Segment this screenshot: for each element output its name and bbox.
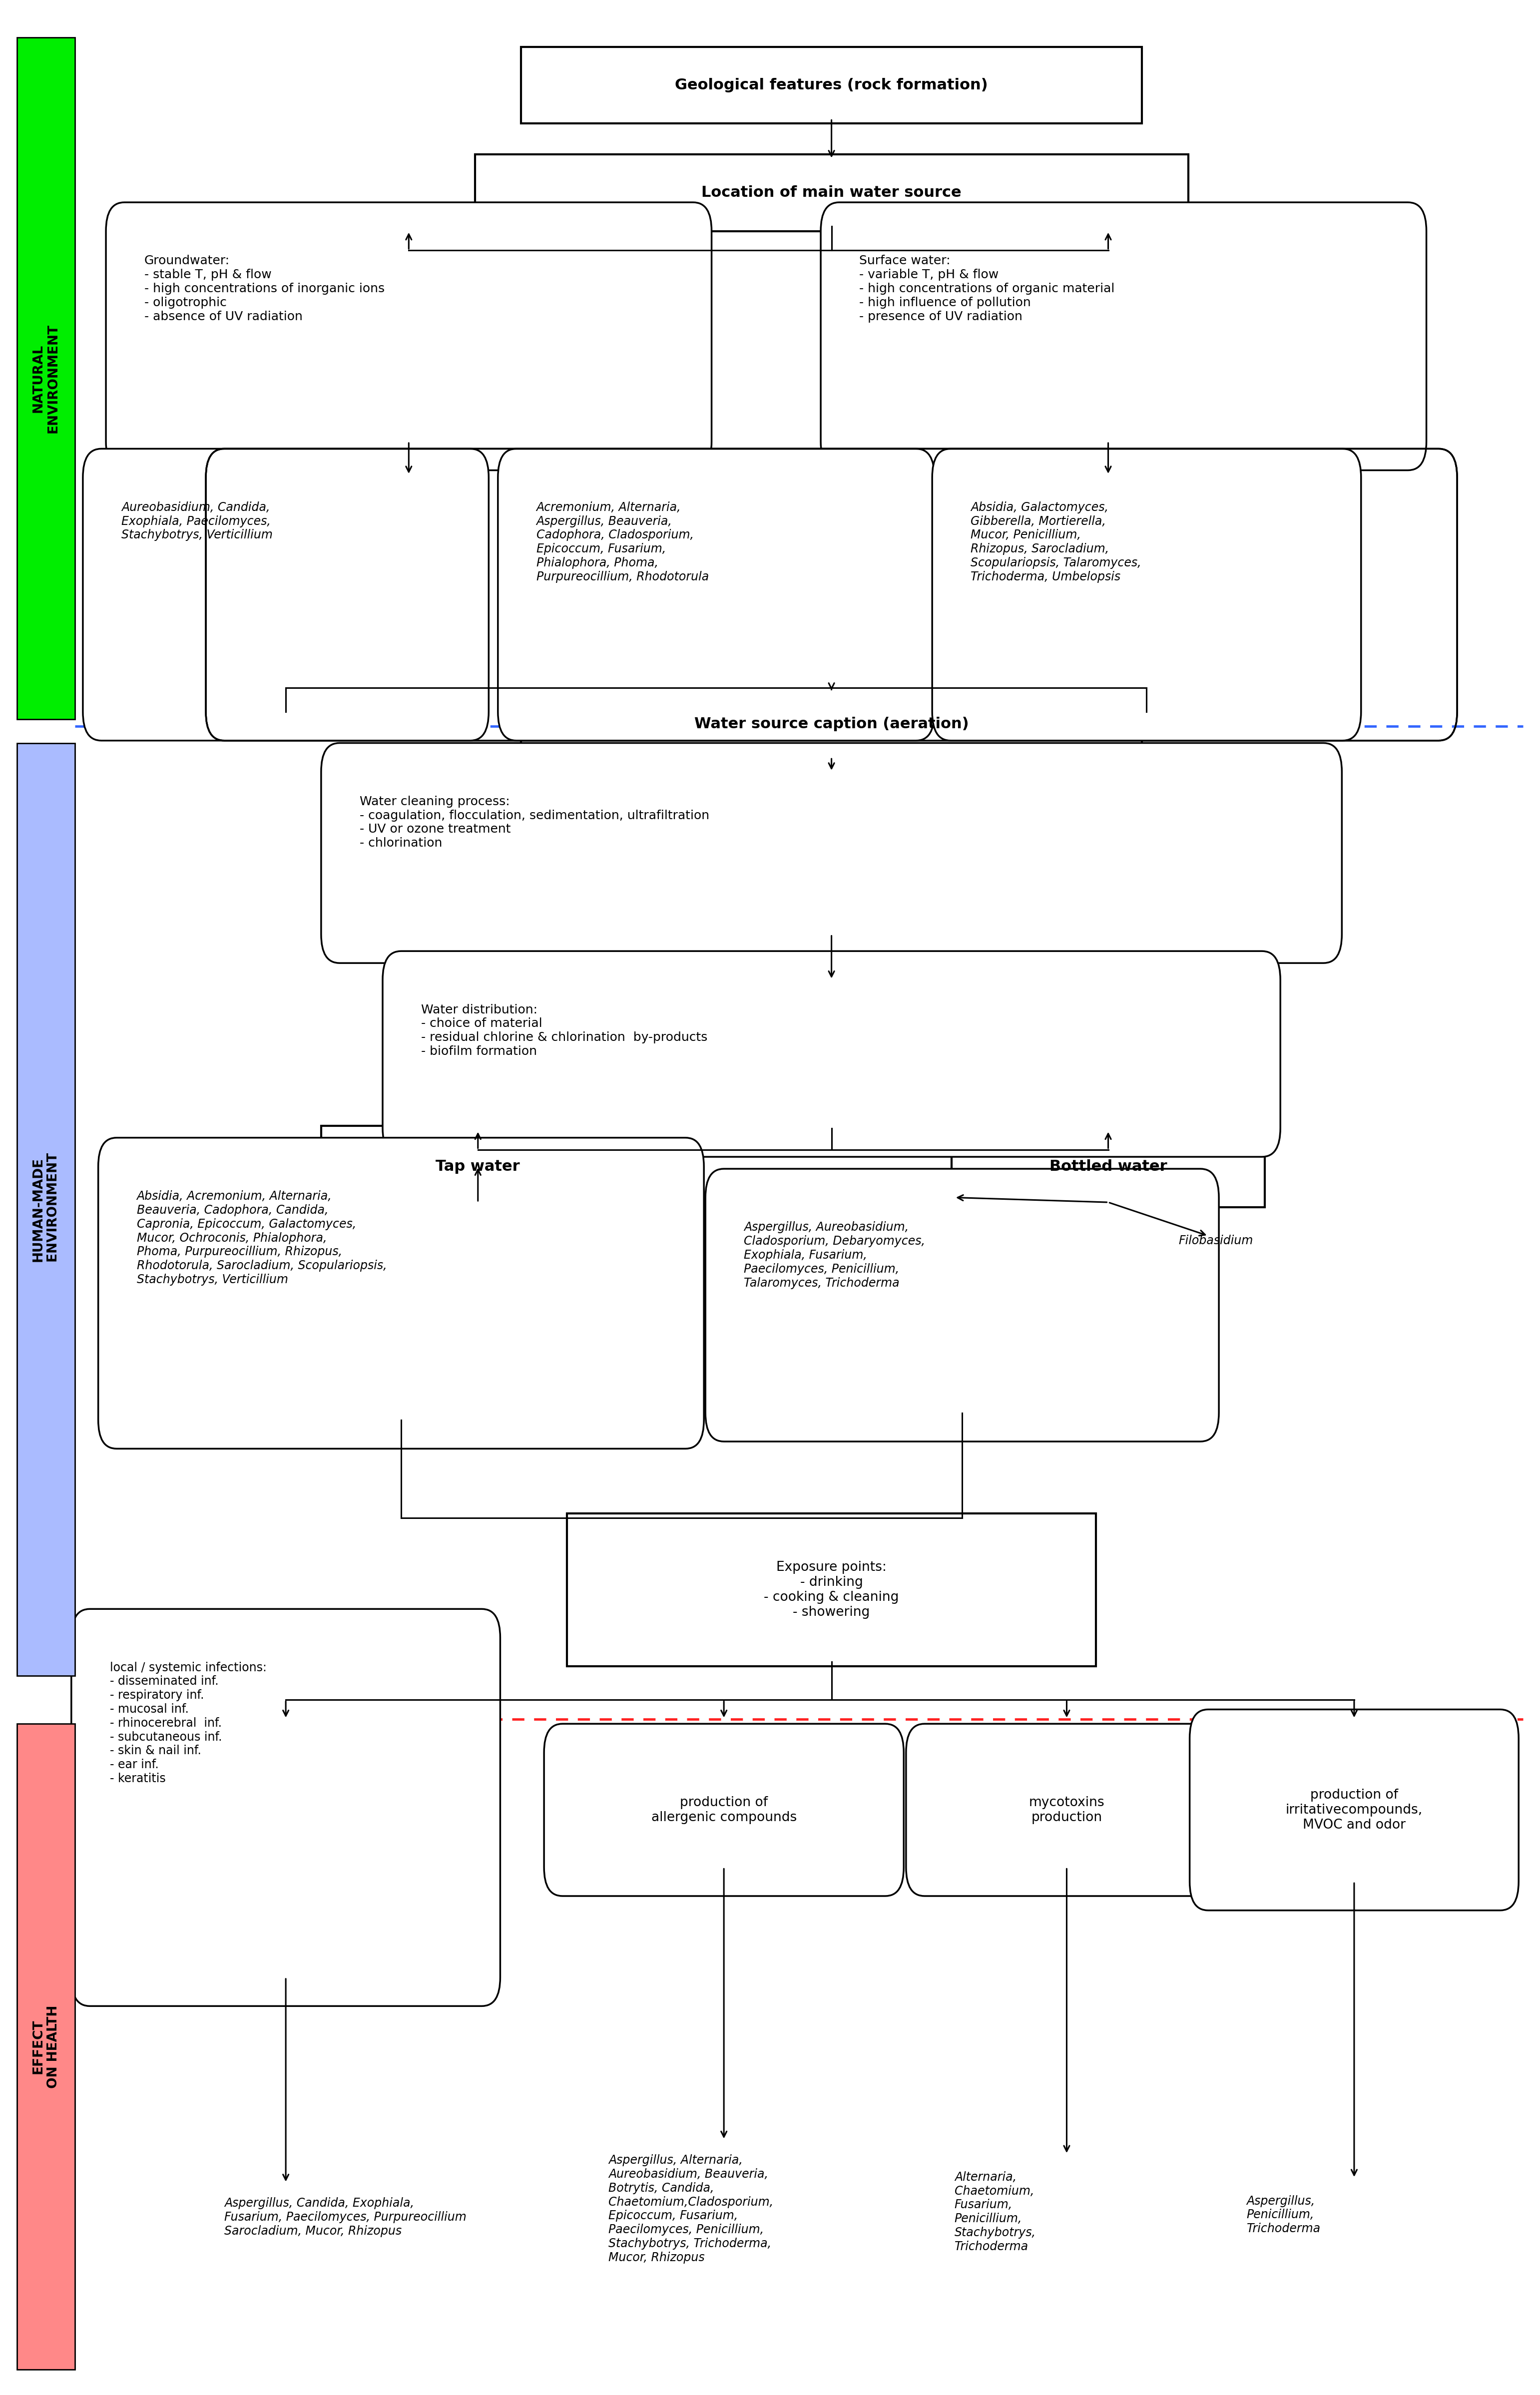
Text: Absidia, Acremonium, Alternaria,
Beauveria, Cadophora, Candida,
Capronia, Epicoc: Absidia, Acremonium, Alternaria, Beauver…: [137, 1190, 387, 1286]
FancyBboxPatch shape: [497, 448, 935, 740]
FancyBboxPatch shape: [382, 951, 1280, 1157]
Text: Alternaria,
Chaetomium,
Fusarium,
Penicillium,
Stachybotrys,
Trichoderma: Alternaria, Chaetomium, Fusarium, Penici…: [955, 2172, 1036, 2254]
Text: mycotoxins
production: mycotoxins production: [1029, 1796, 1104, 1825]
FancyBboxPatch shape: [106, 201, 711, 469]
FancyBboxPatch shape: [952, 1126, 1264, 1207]
Text: Aureobasidium, Candida,
Exophiala, Paecilomyces,
Stachybotrys, Verticillium: Aureobasidium, Candida, Exophiala, Paeci…: [122, 501, 273, 541]
FancyBboxPatch shape: [17, 38, 75, 718]
Text: production of
irritativecompounds,
MVOC and odor: production of irritativecompounds, MVOC …: [1286, 1789, 1423, 1832]
Text: Tap water: Tap water: [436, 1159, 521, 1174]
FancyBboxPatch shape: [521, 48, 1143, 125]
Text: Water source caption (aeration): Water source caption (aeration): [695, 716, 969, 730]
Text: Aspergillus,
Penicillium,
Trichoderma: Aspergillus, Penicillium, Trichoderma: [1246, 2196, 1320, 2235]
FancyBboxPatch shape: [544, 1724, 904, 1897]
Text: EFFECT
ON HEALTH: EFFECT ON HEALTH: [32, 2005, 60, 2088]
Text: Filobasidium: Filobasidium: [1178, 1233, 1254, 1245]
Text: Location of main water source: Location of main water source: [701, 184, 961, 201]
FancyBboxPatch shape: [567, 1514, 1096, 1667]
Text: HUMAN-MADE
 ENVIRONMENT: HUMAN-MADE ENVIRONMENT: [32, 1152, 60, 1267]
FancyBboxPatch shape: [821, 201, 1426, 469]
Text: Aspergillus, Alternaria,
Aureobasidium, Beauveria,
Botrytis, Candida,
Chaetomium: Aspergillus, Alternaria, Aureobasidium, …: [608, 2156, 773, 2263]
Text: Water cleaning process:
- coagulation, flocculation, sedimentation, ultrafiltrat: Water cleaning process: - coagulation, f…: [359, 795, 710, 850]
FancyBboxPatch shape: [99, 1138, 704, 1449]
FancyBboxPatch shape: [322, 742, 1341, 963]
FancyBboxPatch shape: [521, 685, 1143, 762]
Text: Geological features (rock formation): Geological features (rock formation): [675, 79, 989, 93]
FancyBboxPatch shape: [71, 1609, 501, 2007]
Text: Exposure points:
- drinking
- cooking & cleaning
- showering: Exposure points: - drinking - cooking & …: [764, 1562, 899, 1619]
FancyBboxPatch shape: [17, 1724, 75, 2369]
Text: Absidia, Galactomyces,
Gibberella, Mortierella,
Mucor, Penicillium,
Rhizopus, Sa: Absidia, Galactomyces, Gibberella, Morti…: [970, 501, 1141, 582]
FancyBboxPatch shape: [1190, 1710, 1518, 1911]
FancyBboxPatch shape: [906, 1724, 1227, 1897]
FancyBboxPatch shape: [322, 1126, 634, 1207]
FancyBboxPatch shape: [705, 1169, 1218, 1442]
Text: local / systemic infections:
- disseminated inf.
- respiratory inf.
- mucosal in: local / systemic infections: - dissemina…: [109, 1662, 266, 1784]
Text: Bottled water: Bottled water: [1049, 1159, 1167, 1174]
FancyBboxPatch shape: [474, 156, 1189, 230]
FancyBboxPatch shape: [17, 742, 75, 1676]
FancyBboxPatch shape: [932, 448, 1361, 740]
Text: Surface water:
- variable T, pH & flow
- high concentrations of organic material: Surface water: - variable T, pH & flow -…: [859, 254, 1115, 323]
Text: Acremonium, Alternaria,
Aspergillus, Beauveria,
Cadophora, Cladosporium,
Epicocc: Acremonium, Alternaria, Aspergillus, Bea…: [536, 501, 708, 582]
Text: Aspergillus, Candida, Exophiala,
Fusarium, Paecilomyces, Purpureocillium
Sarocla: Aspergillus, Candida, Exophiala, Fusariu…: [225, 2199, 467, 2237]
Text: Aspergillus, Aureobasidium,
Cladosporium, Debaryomyces,
Exophiala, Fusarium,
Pae: Aspergillus, Aureobasidium, Cladosporium…: [744, 1221, 926, 1289]
Text: NATURAL
ENVIRONMENT: NATURAL ENVIRONMENT: [32, 323, 60, 433]
Text: Water distribution:
- choice of material
- residual chlorine & chlorination  by-: Water distribution: - choice of material…: [420, 1004, 707, 1056]
Text: production of
allergenic compounds: production of allergenic compounds: [651, 1796, 796, 1825]
Text: Groundwater:
- stable T, pH & flow
- high concentrations of inorganic ions
- oli: Groundwater: - stable T, pH & flow - hig…: [145, 254, 385, 323]
FancyBboxPatch shape: [83, 448, 488, 740]
